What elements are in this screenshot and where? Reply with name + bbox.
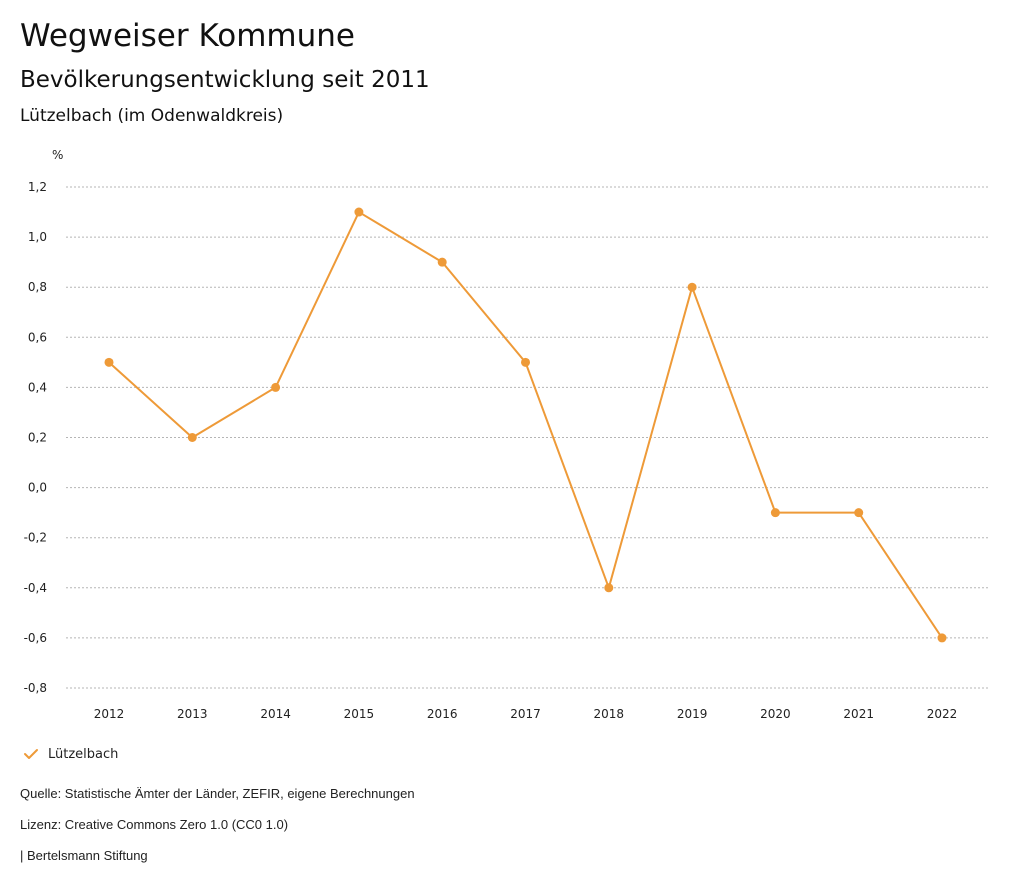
page-title: Wegweiser Kommune <box>20 18 355 54</box>
y-tick-label: 1,2 <box>28 180 47 194</box>
x-tick-label: 2017 <box>510 707 541 721</box>
y-tick-label: 0,6 <box>28 330 47 344</box>
data-point[interactable] <box>271 382 281 392</box>
x-tick-label: 2018 <box>594 707 625 721</box>
y-axis-unit-label: % <box>52 148 63 162</box>
line-chart: % 1,21,00,80,60,40,20,0-0,2-0,4-0,6-0,8 … <box>24 148 990 721</box>
data-point[interactable] <box>770 508 780 518</box>
data-point[interactable] <box>187 433 197 442</box>
y-tick-label: 1,0 <box>28 230 47 244</box>
y-tick-label: -0,4 <box>24 581 47 595</box>
legend-label-luetzelbach: Lützelbach <box>48 746 119 762</box>
y-tick-label: -0,2 <box>24 531 47 545</box>
data-point[interactable] <box>937 633 947 643</box>
region-label: Lützelbach (im Odenwaldkreis) <box>20 106 284 126</box>
data-point[interactable] <box>354 207 364 217</box>
x-tick-label: 2020 <box>760 707 791 721</box>
data-point[interactable] <box>604 583 614 593</box>
data-point[interactable] <box>854 508 864 518</box>
x-tick-label: 2021 <box>843 707 874 721</box>
x-tick-label: 2014 <box>260 707 291 721</box>
y-tick-label: 0,2 <box>28 431 47 445</box>
series-line <box>108 211 943 639</box>
x-tick-label: 2015 <box>344 707 375 721</box>
publisher-note: | Bertelsmann Stiftung <box>20 848 148 863</box>
check-icon <box>24 749 38 759</box>
y-tick-label: 0,8 <box>28 280 47 294</box>
x-tick-label: 2016 <box>427 707 458 721</box>
x-tick-label: 2013 <box>177 707 208 721</box>
y-tick-label: -0,8 <box>24 681 47 695</box>
y-tick-label: -0,6 <box>24 631 47 645</box>
y-tick-label: 0,0 <box>28 481 47 495</box>
chart-subtitle: Bevölkerungsentwicklung seit 2011 <box>20 67 430 93</box>
source-note: Quelle: Statistische Ämter der Länder, Z… <box>20 786 415 801</box>
data-point[interactable] <box>437 257 447 267</box>
data-point[interactable] <box>521 357 530 367</box>
x-tick-label: 2022 <box>927 707 958 721</box>
y-tick-label: 0,4 <box>28 380 47 394</box>
chart-legend[interactable]: Lützelbach <box>22 744 118 764</box>
x-tick-label: 2019 <box>677 707 708 721</box>
x-tick-label: 2012 <box>94 707 125 721</box>
data-point[interactable] <box>104 357 114 367</box>
data-point[interactable] <box>687 282 697 292</box>
license-note: Lizenz: Creative Commons Zero 1.0 (CC0 1… <box>20 817 289 832</box>
